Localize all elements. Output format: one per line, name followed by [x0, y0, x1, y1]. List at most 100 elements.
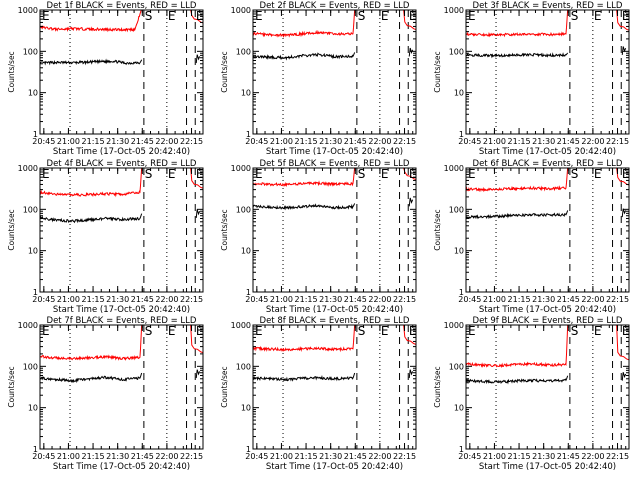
x-tick-label: 22:15 — [393, 137, 416, 146]
y-tick-label: 1000 — [444, 321, 464, 330]
x-tick-label: 22:00 — [155, 452, 178, 461]
series-line-lld — [466, 325, 569, 369]
x-tick-label: 21:30 — [106, 295, 129, 304]
x-tick-label: 21:15 — [82, 295, 105, 304]
flag-label: E — [42, 9, 50, 23]
x-tick-label: 21:30 — [319, 137, 342, 146]
chart-panel-5: Det 5f BLACK = Events, RED = LLD 1 10 100 10… — [220, 159, 417, 315]
y-tick-label: 10 — [454, 89, 464, 98]
y-tick-label: 100 — [449, 362, 464, 371]
flag-label: S — [571, 324, 579, 338]
y-tick-label: 100 — [236, 362, 251, 371]
y-axis-label: Counts/sec — [220, 366, 229, 407]
y-tick-label: 1 — [246, 445, 251, 454]
flag-label: E — [255, 324, 263, 338]
series-line-events — [466, 375, 569, 385]
flag-label: E — [622, 9, 630, 23]
plot-frame — [252, 9, 417, 135]
y-tick-label: 10 — [28, 404, 38, 413]
y-axis-label: Counts/sec — [220, 51, 229, 92]
x-tick-label: 22:15 — [180, 137, 203, 146]
flag-label: E — [468, 9, 476, 23]
series-line-lld — [466, 168, 569, 193]
x-tick-label: 20:45 — [245, 452, 268, 461]
x-axis-label: Start Time (17-Oct-05 20:42:40) — [53, 305, 190, 315]
x-tick-label: 21:45 — [557, 295, 580, 304]
x-tick-label: 20:45 — [32, 295, 55, 304]
flag-label: E — [255, 167, 263, 181]
x-tick-label: 22:15 — [180, 295, 203, 304]
x-tick-label: 21:30 — [319, 295, 342, 304]
chart-title: Det 9f BLACK = Events, RED = LLD — [473, 316, 623, 326]
x-tick-label: 20:45 — [458, 452, 481, 461]
y-tick-label: 100 — [236, 47, 251, 56]
y-tick-label: 1 — [33, 130, 38, 139]
flag-label: E — [409, 9, 417, 23]
y-tick-label: 100 — [449, 47, 464, 56]
series-line-events — [466, 210, 569, 220]
flag-label: S — [358, 167, 366, 181]
chart-panel-2: Det 2f BLACK = Events, RED = LLD 1 10 100 10… — [220, 1, 417, 157]
flag-label: E — [196, 324, 204, 338]
chart-title: Det 5f BLACK = Events, RED = LLD — [260, 159, 410, 169]
x-tick-label: 21:30 — [106, 452, 129, 461]
x-tick-label: 22:15 — [606, 137, 629, 146]
y-tick-label: 1000 — [18, 164, 38, 173]
y-tick-label: 1000 — [444, 164, 464, 173]
flag-label: E — [594, 9, 602, 23]
flag-label: E — [42, 167, 50, 181]
flag-label: E — [622, 167, 630, 181]
y-tick-label: 10 — [454, 404, 464, 413]
y-tick-label: 10 — [28, 247, 38, 256]
series-fragment-events — [621, 46, 627, 55]
series-group — [253, 10, 416, 38]
x-tick-label: 21:45 — [557, 137, 580, 146]
x-tick-label: 21:00 — [270, 137, 293, 146]
x-tick-label: 21:00 — [483, 137, 506, 146]
flag-label: E — [255, 9, 263, 23]
x-tick-label: 22:00 — [368, 295, 391, 304]
x-tick-label: 20:45 — [458, 137, 481, 146]
x-axis-label: Start Time (17-Oct-05 20:42:40) — [479, 462, 616, 472]
x-tick-label: 20:45 — [245, 137, 268, 146]
y-tick-label: 1 — [33, 445, 38, 454]
flag-label: S — [358, 324, 366, 338]
series-line-events — [40, 213, 143, 224]
x-tick-label: 21:45 — [344, 452, 367, 461]
series-group — [253, 168, 416, 188]
x-tick-label: 21:00 — [57, 295, 80, 304]
series-group — [40, 54, 201, 66]
x-tick-label: 22:15 — [606, 295, 629, 304]
series-line-events — [40, 372, 143, 384]
chart-panel-1: Det 1f BLACK = Events, RED = LLD 1 10 100 10… — [7, 1, 204, 157]
flag-label: E — [594, 324, 602, 338]
x-tick-label: 21:15 — [508, 137, 531, 146]
y-tick-label: 1 — [246, 130, 251, 139]
flag-label: E — [168, 324, 176, 338]
y-tick-label: 1000 — [231, 6, 251, 15]
y-axis-label: Counts/sec — [7, 51, 16, 92]
flag-label: E — [468, 167, 476, 181]
y-tick-label: 1000 — [231, 321, 251, 330]
y-axis-label: Counts/sec — [433, 51, 442, 92]
chart-panel-9: Det 9f BLACK = Events, RED = LLD 1 10 100 10… — [433, 316, 630, 472]
flag-label: E — [409, 324, 417, 338]
series-line-events — [253, 203, 356, 211]
x-tick-label: 21:45 — [131, 452, 154, 461]
flag-label: E — [622, 324, 630, 338]
series-fragment-lld — [403, 10, 416, 30]
x-tick-label: 21:00 — [270, 295, 293, 304]
series-line-events — [466, 52, 569, 59]
series-group — [253, 369, 414, 382]
chart-panel-3: Det 3f BLACK = Events, RED = LLD 1 10 100 10… — [433, 1, 630, 157]
x-axis-label: Start Time (17-Oct-05 20:42:40) — [479, 305, 616, 315]
series-line-lld — [253, 168, 356, 188]
x-tick-label: 22:00 — [581, 295, 604, 304]
x-tick-label: 20:45 — [458, 295, 481, 304]
flag-label: S — [571, 167, 579, 181]
series-line-events — [253, 52, 356, 61]
x-axis-label: Start Time (17-Oct-05 20:42:40) — [53, 147, 190, 157]
flag-label: S — [145, 167, 153, 181]
y-tick-label: 1 — [459, 445, 464, 454]
